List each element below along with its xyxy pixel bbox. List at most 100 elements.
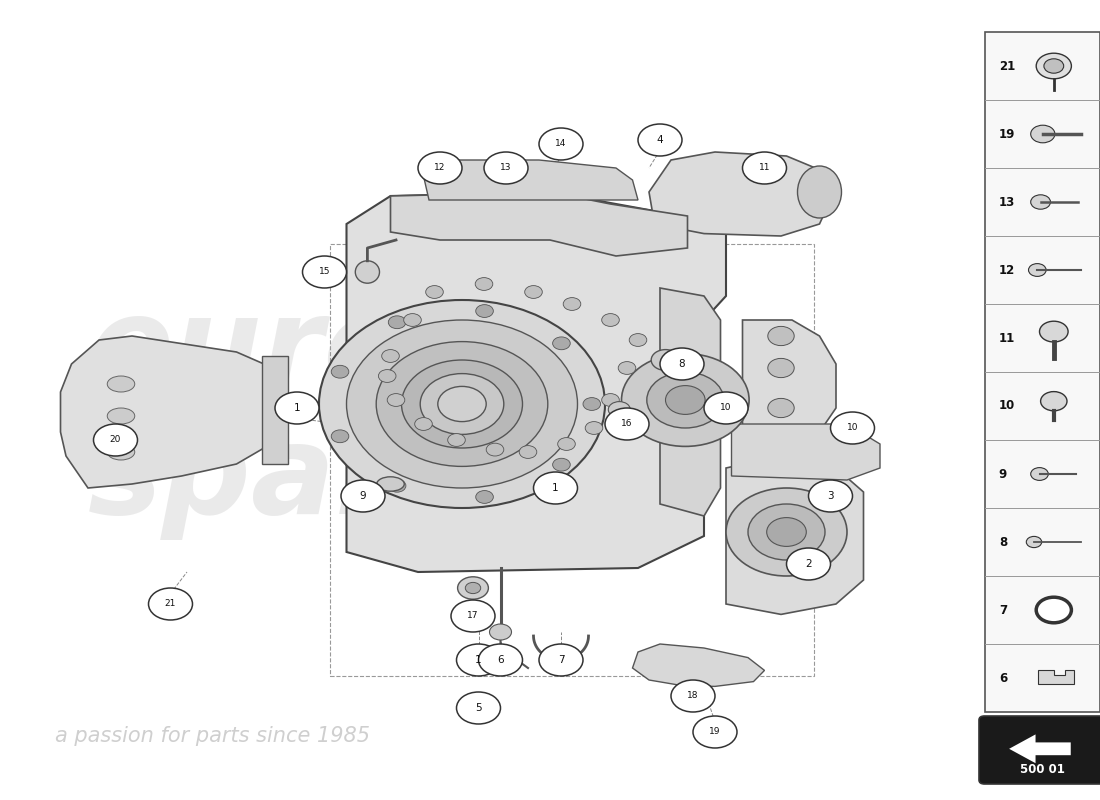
Circle shape bbox=[748, 504, 825, 560]
Ellipse shape bbox=[108, 376, 134, 392]
Text: 12: 12 bbox=[434, 163, 446, 173]
Text: 1: 1 bbox=[475, 655, 482, 665]
Circle shape bbox=[651, 350, 680, 370]
Circle shape bbox=[647, 372, 724, 428]
Circle shape bbox=[1036, 53, 1071, 78]
Circle shape bbox=[448, 434, 465, 446]
Circle shape bbox=[1041, 391, 1067, 411]
Text: 19: 19 bbox=[710, 727, 720, 737]
Text: 5: 5 bbox=[475, 703, 482, 713]
Circle shape bbox=[438, 386, 486, 422]
Circle shape bbox=[465, 582, 481, 594]
Text: euro: euro bbox=[88, 291, 409, 413]
Ellipse shape bbox=[108, 444, 134, 460]
Text: 20: 20 bbox=[110, 435, 121, 445]
Circle shape bbox=[638, 124, 682, 156]
Ellipse shape bbox=[355, 261, 380, 283]
Circle shape bbox=[808, 480, 852, 512]
Text: a passion for parts since 1985: a passion for parts since 1985 bbox=[55, 726, 370, 746]
Text: 6: 6 bbox=[497, 655, 504, 665]
Circle shape bbox=[1036, 597, 1071, 622]
Polygon shape bbox=[424, 160, 638, 200]
Text: 11: 11 bbox=[999, 331, 1015, 345]
Circle shape bbox=[539, 128, 583, 160]
FancyBboxPatch shape bbox=[979, 716, 1100, 784]
Text: 1: 1 bbox=[552, 483, 559, 493]
Circle shape bbox=[768, 398, 794, 418]
Circle shape bbox=[558, 438, 575, 450]
Circle shape bbox=[458, 577, 488, 599]
Circle shape bbox=[1031, 194, 1050, 210]
Circle shape bbox=[608, 402, 630, 418]
Circle shape bbox=[331, 430, 349, 442]
Circle shape bbox=[388, 316, 406, 329]
Circle shape bbox=[660, 348, 704, 380]
Text: 21: 21 bbox=[165, 599, 176, 609]
Polygon shape bbox=[262, 356, 288, 464]
Text: 4: 4 bbox=[657, 135, 663, 145]
Text: 18: 18 bbox=[688, 691, 698, 701]
Circle shape bbox=[602, 314, 619, 326]
Polygon shape bbox=[60, 336, 264, 488]
Circle shape bbox=[378, 370, 396, 382]
Circle shape bbox=[618, 362, 636, 374]
Circle shape bbox=[1031, 467, 1048, 480]
Text: 13: 13 bbox=[999, 195, 1015, 209]
Circle shape bbox=[693, 716, 737, 748]
Circle shape bbox=[475, 278, 493, 290]
Text: 7: 7 bbox=[558, 655, 564, 665]
Circle shape bbox=[704, 392, 748, 424]
Circle shape bbox=[331, 366, 349, 378]
Circle shape bbox=[94, 424, 138, 456]
Text: 500 01: 500 01 bbox=[1020, 763, 1065, 776]
Circle shape bbox=[1028, 264, 1046, 276]
Circle shape bbox=[605, 408, 649, 440]
Circle shape bbox=[490, 624, 512, 640]
Circle shape bbox=[671, 680, 715, 712]
Polygon shape bbox=[649, 152, 830, 236]
Circle shape bbox=[387, 394, 405, 406]
Text: 12: 12 bbox=[999, 263, 1015, 277]
Circle shape bbox=[484, 152, 528, 184]
Circle shape bbox=[767, 518, 806, 546]
Circle shape bbox=[404, 314, 421, 326]
Text: 9: 9 bbox=[360, 491, 366, 501]
Circle shape bbox=[534, 472, 578, 504]
Circle shape bbox=[1031, 126, 1055, 142]
Text: 15: 15 bbox=[319, 267, 330, 277]
Polygon shape bbox=[742, 320, 836, 440]
Circle shape bbox=[475, 305, 493, 318]
Text: 17: 17 bbox=[468, 611, 478, 621]
Circle shape bbox=[552, 337, 570, 350]
Circle shape bbox=[1044, 58, 1064, 74]
Text: 19: 19 bbox=[999, 127, 1015, 141]
Circle shape bbox=[382, 350, 399, 362]
Polygon shape bbox=[732, 424, 880, 480]
Ellipse shape bbox=[376, 477, 405, 491]
Circle shape bbox=[583, 398, 601, 410]
Circle shape bbox=[475, 490, 493, 503]
Circle shape bbox=[402, 360, 522, 448]
Text: 2: 2 bbox=[805, 559, 812, 569]
Circle shape bbox=[426, 286, 443, 298]
Text: spares: spares bbox=[88, 419, 557, 541]
Text: 7: 7 bbox=[999, 603, 1007, 617]
Circle shape bbox=[1040, 321, 1068, 342]
Circle shape bbox=[768, 326, 794, 346]
Text: 14: 14 bbox=[556, 139, 566, 149]
Circle shape bbox=[148, 588, 192, 620]
Circle shape bbox=[486, 443, 504, 456]
Circle shape bbox=[519, 446, 537, 458]
Circle shape bbox=[420, 374, 504, 434]
Text: 10: 10 bbox=[720, 403, 732, 413]
Text: 8: 8 bbox=[679, 359, 685, 369]
Circle shape bbox=[388, 479, 406, 492]
Circle shape bbox=[1026, 536, 1042, 547]
Ellipse shape bbox=[108, 408, 134, 424]
Circle shape bbox=[456, 692, 501, 724]
Text: 8: 8 bbox=[999, 535, 1008, 549]
Text: 16: 16 bbox=[621, 419, 632, 429]
Polygon shape bbox=[632, 644, 764, 686]
Circle shape bbox=[585, 422, 603, 434]
Circle shape bbox=[552, 458, 570, 471]
